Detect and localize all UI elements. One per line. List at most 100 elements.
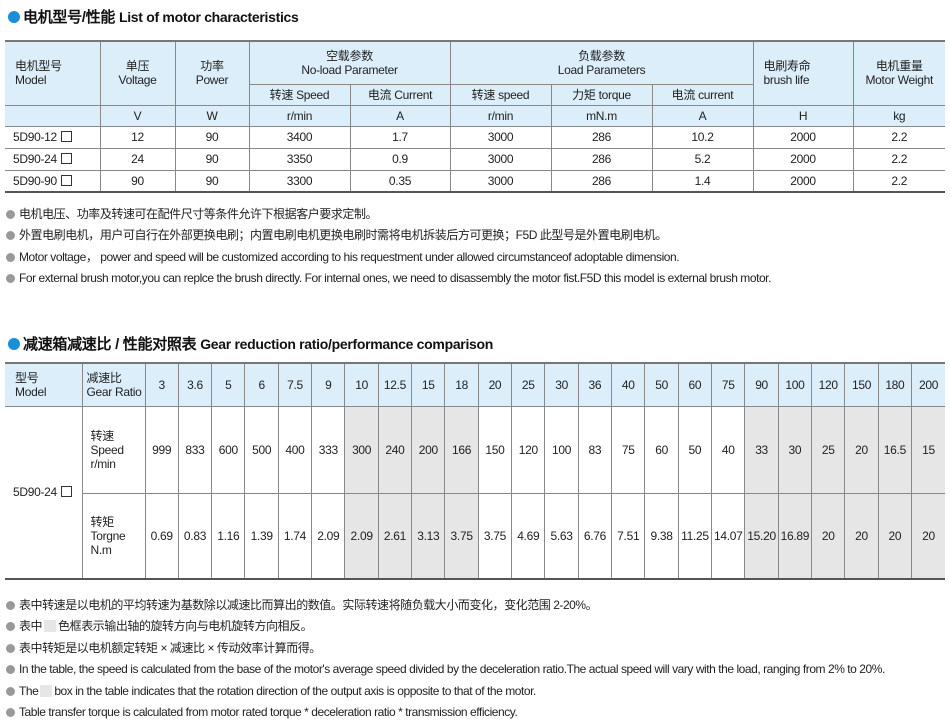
ratio-header-cell: 180	[877, 362, 913, 407]
speed-cell: 50	[677, 405, 713, 494]
bullet-dot-icon	[8, 10, 20, 23]
value-cell: 3000	[449, 125, 552, 149]
value-cell: 3350	[248, 147, 351, 171]
section2-title: 减速箱减速比 / 性能对照表 Gear reduction ratio/perf…	[8, 333, 493, 354]
ratio-header-cell: 60	[677, 362, 713, 407]
torque-cell: 9.38	[644, 492, 679, 580]
ratio-header-cell: 150	[844, 362, 879, 407]
unit-cell: r/min	[248, 104, 351, 127]
header-load: 负载参数 Load Parameters	[449, 40, 754, 85]
bullet-icon	[6, 622, 15, 632]
torque-cell: 3.13	[411, 492, 446, 580]
value-cell: 0.35	[349, 169, 451, 193]
ratio-header-cell: 200	[911, 362, 945, 407]
bullet-icon	[6, 210, 15, 219]
torque-cell: 20	[844, 492, 879, 580]
torque-cell: 20	[877, 492, 913, 580]
value-cell: 3300	[248, 169, 351, 193]
speed-cell: 25	[811, 405, 846, 494]
speed-cell: 83	[577, 405, 613, 494]
value-cell: 90	[99, 169, 176, 193]
unit-cell: A	[651, 104, 754, 127]
torque-cell: 6.76	[577, 492, 613, 580]
value-cell: 12	[99, 125, 176, 149]
torque-cell: 15.20	[744, 492, 779, 580]
ratio-header-cell: 10	[344, 362, 379, 407]
header-brush-life: 电刷寿命 brush life	[752, 40, 854, 106]
bullet-icon	[6, 274, 15, 284]
value-cell: 2.2	[852, 125, 946, 149]
torque-cell: 11.25	[677, 492, 713, 580]
torque-cell: 3.75	[477, 492, 513, 580]
header-noload-speed: 转速 Speed	[249, 83, 351, 106]
table-row: 5D90-12 12 90 3400 1.7 3000 286 10.2 2000 2.2	[5, 125, 946, 149]
value-cell: 286	[550, 147, 653, 171]
section1-title: 电机型号/性能 List of motor characteristics	[8, 6, 299, 27]
ratio-header-cell: 120	[811, 362, 846, 407]
ratio-header-cell: 50	[644, 362, 679, 407]
speed-cell: 400	[277, 405, 313, 494]
value-cell: 5.2	[651, 147, 754, 171]
model-name: 5D90-24	[13, 152, 57, 166]
torque-cell: 0.83	[177, 492, 213, 580]
speed-cell: 150	[477, 405, 513, 494]
speed-cell: 999	[144, 405, 179, 494]
torque-cell: 16.89	[777, 492, 813, 580]
checkbox-square-icon	[60, 153, 72, 164]
ratio-header-cell: 40	[611, 362, 646, 407]
torque-cell: 3.75	[444, 492, 479, 580]
speed-cell: 40	[711, 405, 746, 494]
bullet-dot-icon	[8, 337, 20, 350]
header-weight: 电机重量 Motor Weight	[852, 40, 946, 106]
speed-cell: 75	[611, 405, 646, 494]
header-power: 功率 Power	[174, 40, 250, 106]
torque-cell: 20	[911, 492, 945, 580]
gray-swatch-icon	[40, 684, 53, 697]
torque-cell: 2.09	[344, 492, 379, 580]
ratio-header-cell: 36	[577, 362, 613, 407]
bullet-icon	[6, 686, 15, 696]
speed-cell: 100	[544, 405, 579, 494]
gray-swatch-icon	[44, 620, 57, 633]
motor-characteristics-table: 电机型号 Model 单压 Voltage 功率 Power 空载参数 No-load …	[5, 40, 946, 193]
value-cell: 1.4	[651, 169, 754, 193]
title-cn: 电机型号/性能	[23, 9, 116, 26]
header-model: 型号 Model	[5, 362, 83, 407]
note-item: 电机电压、功率及转速可在配件尺寸等条件允许下根据客户要求定制。	[6, 204, 771, 225]
ratio-header-cell: 9	[311, 362, 346, 407]
checkbox-square-icon	[60, 486, 72, 498]
speed-cell: 15	[911, 405, 945, 494]
note-item: 外置电刷电机，用户可自行在外部更换电刷；内置电刷电机更换电刷时需将电机拆装后方可…	[6, 225, 771, 246]
torque-label: 转矩 Torgne N.m	[82, 492, 146, 580]
ratio-header-cell: 3	[144, 362, 179, 407]
model-name: 5D90-90	[13, 173, 57, 188]
speed-cell: 120	[511, 405, 546, 494]
torque-cell: 20	[811, 492, 846, 580]
ratio-header-cell: 90	[744, 362, 779, 407]
header-model: 电机型号 Model	[5, 40, 101, 106]
speed-cell: 20	[844, 405, 879, 494]
note-item: The box in the table indicates that the r…	[6, 681, 885, 702]
torque-cell: 1.74	[277, 492, 313, 580]
torque-cell: 1.39	[244, 492, 279, 580]
note-item: Table transfer torque is calculated from…	[6, 702, 885, 723]
value-cell: 3400	[248, 125, 351, 149]
model-cell: 5D90-90	[5, 169, 101, 193]
units-empty	[5, 104, 101, 127]
value-cell: 1.7	[349, 125, 451, 149]
value-cell: 2000	[752, 147, 854, 171]
value-cell: 10.2	[651, 125, 754, 149]
section1-notes: 电机电压、功率及转速可在配件尺寸等条件允许下根据客户要求定制。 外置电刷电机，用户…	[6, 204, 771, 290]
bullet-icon	[6, 643, 15, 653]
torque-cell: 1.16	[211, 492, 246, 580]
unit-cell: V	[99, 104, 176, 127]
value-cell: 286	[550, 125, 653, 149]
speed-label: 转速 Speed r/min	[81, 405, 146, 494]
speed-cell: 60	[644, 405, 679, 494]
ratio-header-cell: 6	[244, 362, 279, 407]
unit-cell: A	[349, 104, 451, 127]
header-noload: 空载参数 No-load Parameter	[248, 40, 451, 85]
ratio-header-cell: 7.5	[277, 362, 313, 407]
torque-cell: 14.07	[711, 492, 746, 580]
table-row: 5D90-90 90 90 3300 0.35 3000 286 1.4 2000 2.2	[5, 169, 946, 193]
